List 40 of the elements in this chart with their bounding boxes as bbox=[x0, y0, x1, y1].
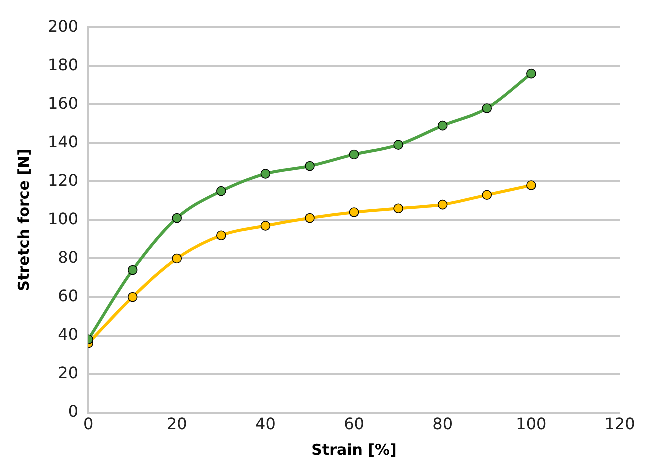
point bbox=[349, 208, 360, 218]
y-tick-label: 200 bbox=[48, 16, 79, 36]
x-tick-label: 0 bbox=[83, 414, 94, 434]
point bbox=[349, 150, 360, 160]
point bbox=[482, 190, 492, 200]
x-tick-label: 100 bbox=[516, 414, 547, 434]
y-tick-label: 20 bbox=[58, 363, 79, 382]
point bbox=[128, 265, 138, 276]
point bbox=[394, 140, 404, 150]
point bbox=[526, 180, 536, 190]
point bbox=[260, 221, 271, 231]
point bbox=[438, 120, 448, 131]
x-tick-label: 20 bbox=[166, 414, 188, 434]
y-tick-label: 60 bbox=[58, 286, 79, 306]
point bbox=[216, 230, 226, 241]
x-tick-label: 120 bbox=[604, 414, 636, 434]
x-tick-label: 40 bbox=[256, 414, 276, 434]
point bbox=[305, 213, 315, 224]
point bbox=[128, 292, 138, 302]
point bbox=[172, 254, 182, 264]
x-tick-label: 80 bbox=[432, 414, 454, 434]
y-tick-label: 120 bbox=[48, 170, 79, 190]
point bbox=[526, 68, 536, 79]
point bbox=[305, 161, 315, 172]
point bbox=[216, 186, 226, 196]
x-axis-title: Strain [%] bbox=[312, 440, 397, 459]
point bbox=[482, 104, 492, 114]
x-tick-label: 60 bbox=[344, 414, 364, 434]
point bbox=[438, 200, 448, 210]
y-tick-label: 40 bbox=[58, 324, 79, 344]
point bbox=[394, 204, 404, 214]
y-tick-label: 0 bbox=[68, 402, 79, 421]
point bbox=[260, 169, 271, 179]
y-tick-label: 180 bbox=[48, 55, 79, 74]
point bbox=[172, 213, 182, 224]
y-tick-label: 100 bbox=[48, 209, 79, 228]
y-tick-label: 160 bbox=[48, 94, 79, 113]
y-tick-label: 80 bbox=[58, 248, 79, 267]
y-axis-title: Stretch force [N] bbox=[14, 149, 33, 292]
y-tick-label: 140 bbox=[48, 132, 79, 152]
